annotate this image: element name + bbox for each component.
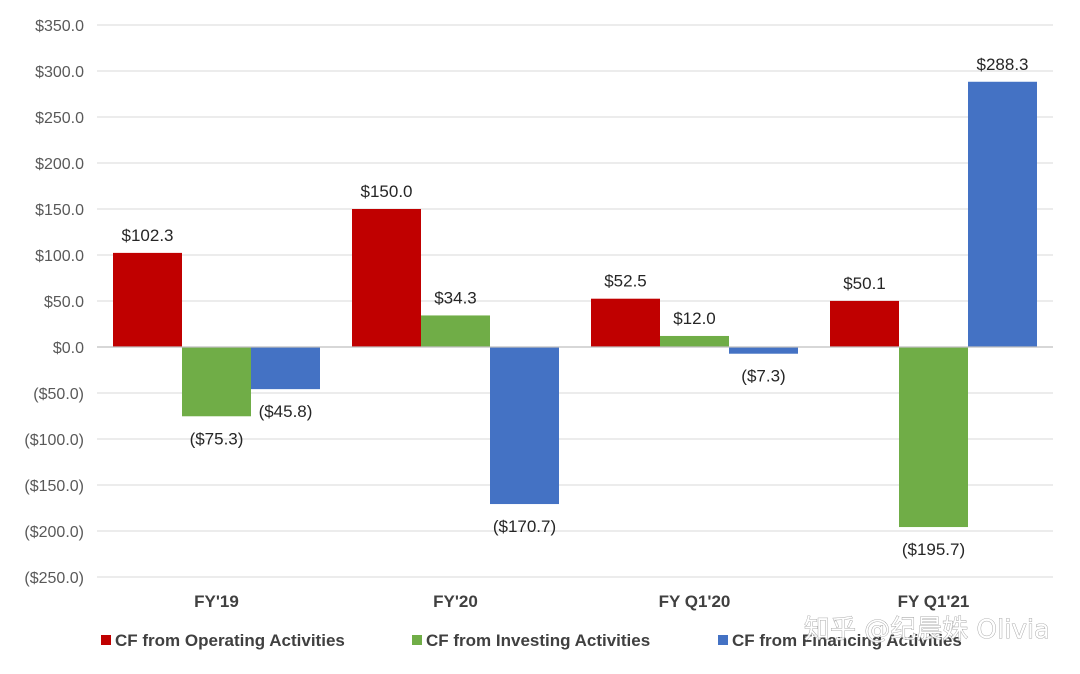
- y-tick-label: $300.0: [35, 64, 84, 81]
- bar: [182, 347, 251, 417]
- y-tick-label: $350.0: [35, 18, 84, 35]
- bar: [251, 347, 320, 390]
- data-label: $34.3: [434, 288, 477, 307]
- category-label: FY'20: [433, 592, 478, 611]
- y-tick-label: $250.0: [35, 110, 84, 127]
- data-label: ($7.3): [741, 367, 785, 386]
- category-label: FY Q1'20: [659, 592, 731, 611]
- data-label: ($75.3): [190, 429, 244, 448]
- bar: [830, 300, 899, 347]
- y-tick-label: $200.0: [35, 156, 84, 173]
- data-label: $288.3: [977, 55, 1029, 74]
- gridlines: [97, 24, 1053, 578]
- y-tick-label: ($100.0): [24, 432, 84, 449]
- data-label: $150.0: [361, 182, 413, 201]
- data-label: ($45.8): [259, 402, 313, 421]
- y-tick-label: ($50.0): [33, 386, 84, 403]
- legend-label: CF from Investing Activities: [426, 631, 650, 650]
- x-axis-category-labels: FY'19 FY'20 FY Q1'20 FY Q1'21: [194, 592, 969, 611]
- bar: [490, 347, 559, 505]
- bar: [660, 335, 729, 347]
- bar: [968, 81, 1037, 347]
- legend-swatch: [412, 635, 422, 645]
- legend: CF from Operating Activities CF from Inve…: [101, 631, 962, 650]
- watermark: 知乎 @纪晨姝 Olivia: [804, 615, 1050, 645]
- data-label: $12.0: [673, 309, 716, 328]
- legend-label: CF from Operating Activities: [115, 631, 345, 650]
- category-label: FY Q1'21: [898, 592, 970, 611]
- y-tick-label: ($200.0): [24, 524, 84, 541]
- y-axis-tick-labels: $350.0 $300.0 $250.0 $200.0 $150.0 $100.0 $50.…: [24, 18, 84, 587]
- bar: [113, 252, 182, 347]
- bar-data-labels: $102.3 ($75.3) ($45.8) $150.0 $34.3 ($170.7) $…: [122, 55, 1029, 559]
- legend-label: CF from Financing Activities: [732, 631, 962, 650]
- data-label: ($195.7): [902, 540, 965, 559]
- data-label: $50.1: [843, 274, 886, 293]
- data-label: $102.3: [122, 226, 174, 245]
- legend-swatch: [718, 635, 728, 645]
- data-label: ($170.7): [493, 517, 556, 536]
- bar: [899, 347, 968, 528]
- y-tick-label: $0.0: [53, 340, 84, 357]
- y-tick-label: $100.0: [35, 248, 84, 265]
- bar: [352, 209, 421, 347]
- y-tick-label: ($250.0): [24, 570, 84, 587]
- y-tick-label: ($150.0): [24, 478, 84, 495]
- y-tick-label: $150.0: [35, 202, 84, 219]
- bar: [421, 315, 490, 347]
- bar: [591, 298, 660, 347]
- y-tick-label: $50.0: [44, 294, 84, 311]
- legend-swatch: [101, 635, 111, 645]
- category-label: FY'19: [194, 592, 239, 611]
- data-label: $52.5: [604, 272, 647, 291]
- bar-series: [113, 81, 1037, 528]
- bar: [729, 347, 798, 354]
